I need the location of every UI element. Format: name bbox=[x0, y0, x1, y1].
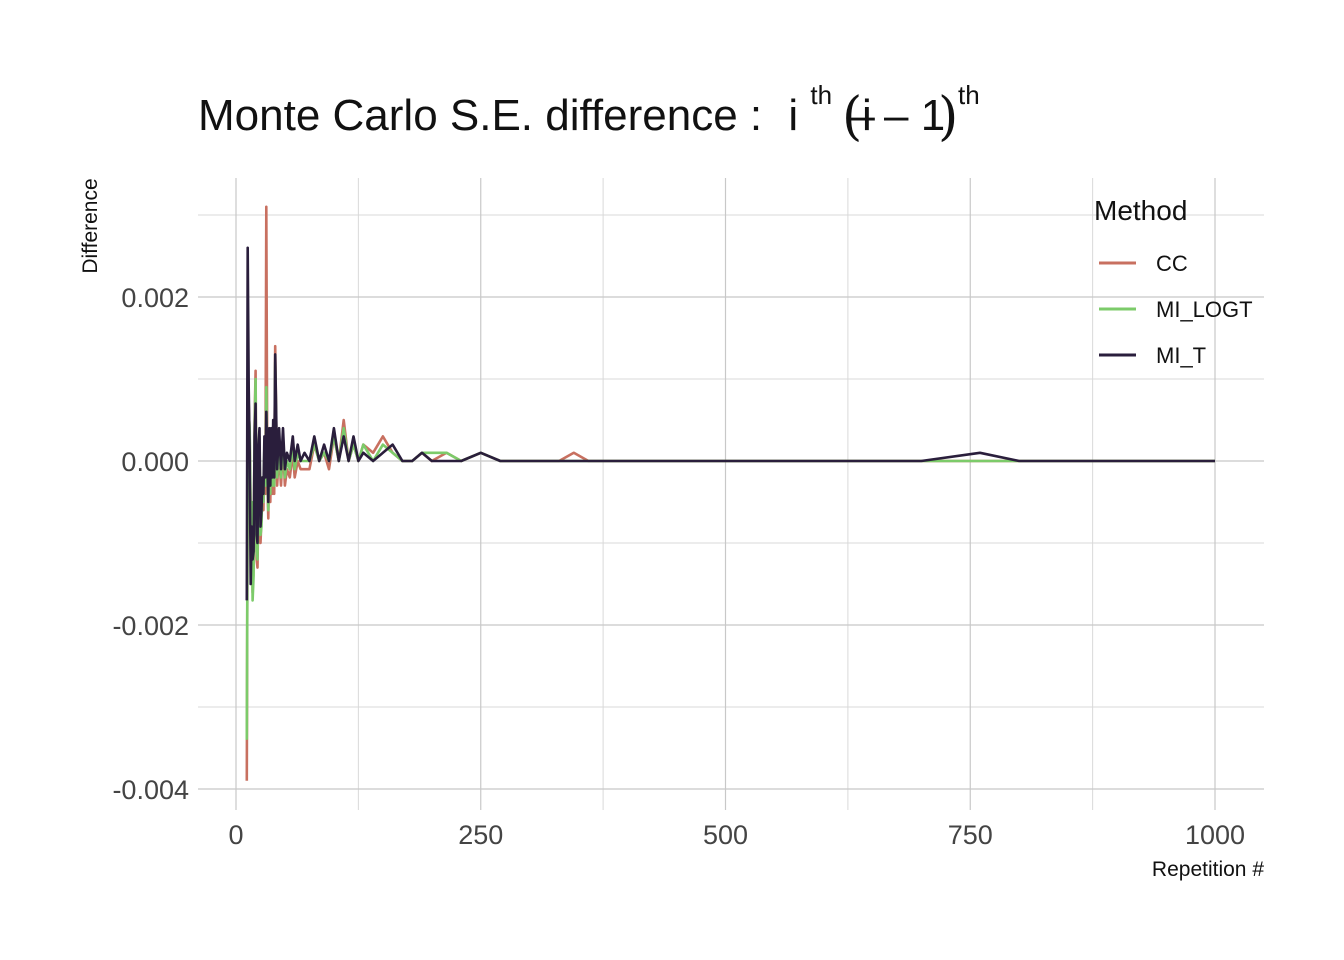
title-prefix: Monte Carlo S.E. difference : bbox=[198, 91, 762, 140]
y-axis-title: Difference bbox=[79, 178, 102, 273]
series-line-mi_t bbox=[245, 246, 1215, 601]
tick-labels: 0 250 500 750 1000 -0.004 -0.002 0.000 0.002 bbox=[112, 283, 1245, 850]
grid bbox=[198, 178, 1264, 810]
title-inner: i – 1 bbox=[862, 91, 945, 140]
x-axis-title: Repetition # bbox=[1152, 858, 1264, 881]
title-sup1: th bbox=[810, 80, 832, 110]
y-tick-label: 0.002 bbox=[121, 283, 189, 313]
title-close-paren: ) bbox=[938, 87, 958, 147]
x-tick-label: 750 bbox=[948, 820, 993, 850]
legend-title: Method bbox=[1094, 195, 1187, 226]
x-tick-label: 500 bbox=[703, 820, 748, 850]
x-tick-label: 1000 bbox=[1185, 820, 1245, 850]
x-tick-label: 250 bbox=[458, 820, 503, 850]
legend-label-mi_logt: MI_LOGT bbox=[1156, 297, 1253, 322]
y-tick-label: 0.000 bbox=[121, 447, 189, 477]
title-open-paren: ( bbox=[842, 87, 862, 147]
series-line-cc bbox=[245, 205, 1215, 781]
title-sup2: th bbox=[958, 80, 980, 110]
y-tick-label: -0.004 bbox=[112, 775, 189, 805]
x-tick-label: 0 bbox=[228, 820, 243, 850]
title-minus: – bbox=[850, 91, 875, 140]
legend-label-mi_t: MI_T bbox=[1156, 343, 1206, 368]
series-line-mi_logt bbox=[245, 361, 1215, 740]
y-tick-label: -0.002 bbox=[112, 611, 189, 641]
series-lines bbox=[245, 205, 1215, 781]
chart-title: Monte Carlo S.E. difference : i th – ( i… bbox=[198, 65, 980, 147]
legend-label-cc: CC bbox=[1156, 251, 1188, 276]
svg-text:Monte Carlo S.E. difference :: Monte Carlo S.E. difference : i th – bbox=[198, 65, 875, 140]
legend: Method CC MI_LOGT MI_T bbox=[1094, 195, 1253, 368]
title-term1: i bbox=[788, 91, 798, 140]
